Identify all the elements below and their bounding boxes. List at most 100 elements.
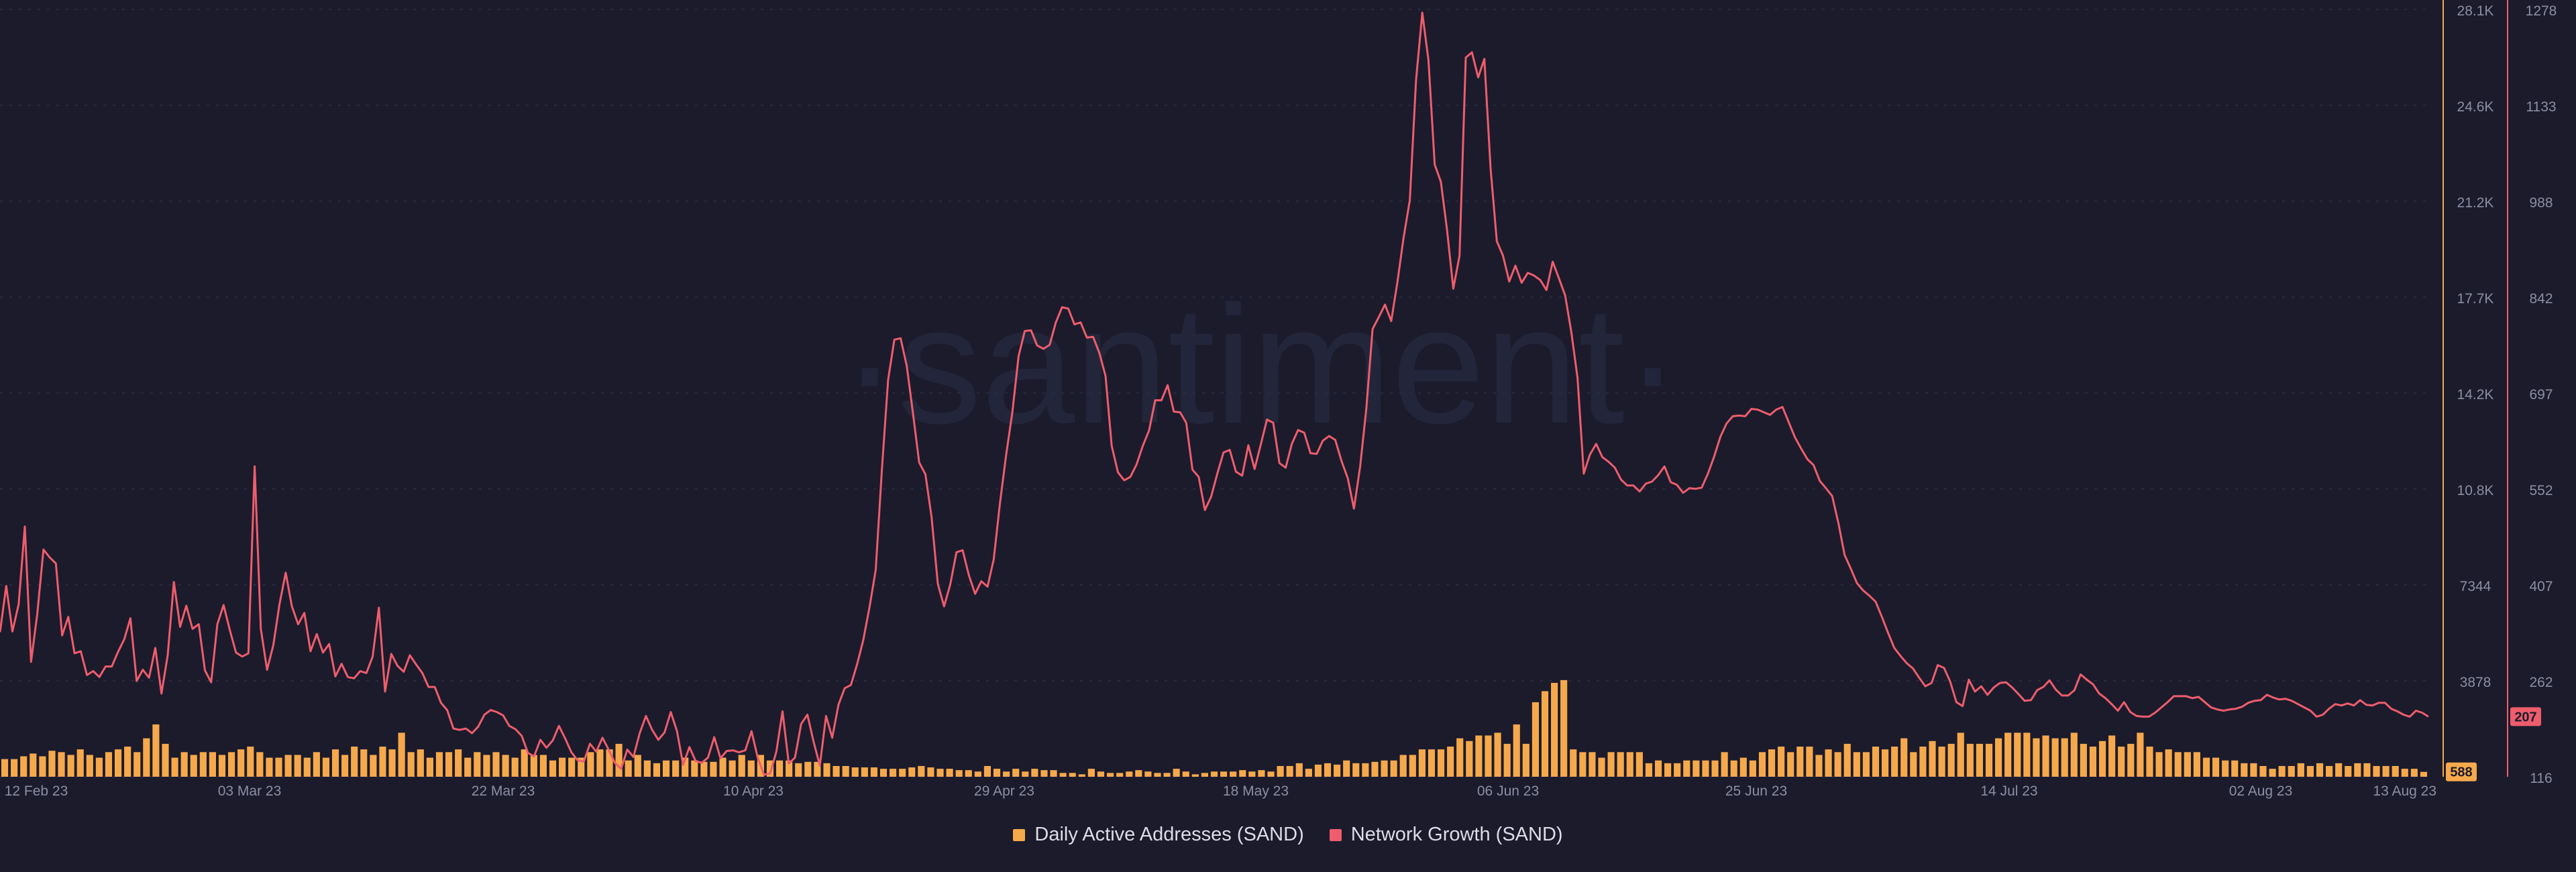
x-axis-tick-label: 13 Aug 23: [2373, 783, 2436, 799]
daily-active-addresses-bar: [1862, 752, 1870, 777]
daily-active-addresses-bar: [861, 767, 868, 777]
daily-active-addresses-bar: [1399, 755, 1407, 777]
right-axis-tick-label: 552: [2529, 483, 2553, 498]
daily-active-addresses-bar: [1957, 732, 1964, 777]
daily-active-addresses-bar: [1825, 749, 1832, 777]
daily-active-addresses-bar: [143, 738, 150, 777]
daily-active-addresses-bar: [20, 756, 28, 777]
left-axis-tick-label: 7344: [2460, 579, 2491, 594]
left-axis-tick-label: 17.7K: [2457, 291, 2494, 307]
daily-active-addresses-bar: [823, 763, 830, 777]
daily-active-addresses-bar: [464, 757, 472, 777]
daily-active-addresses-bar: [1494, 732, 1501, 777]
daily-active-addresses-bar: [351, 747, 358, 777]
axes: 28.1K 24.6K 21.2K 17.7K 14.2K 10.8K 7344 3878 12…: [5, 0, 2557, 799]
daily-active-addresses-bar: [1635, 752, 1643, 777]
daily-active-addresses-bar: [2231, 760, 2239, 777]
legend-item-network-growth[interactable]: Network Growth (SAND): [1329, 824, 1563, 846]
daily-active-addresses-bar: [1210, 771, 1218, 777]
daily-active-addresses-bar: [294, 755, 301, 777]
network-growth-polyline: [0, 11, 2429, 776]
daily-active-addresses-bar: [1872, 747, 1880, 777]
daily-active-addresses-bar: [388, 749, 396, 777]
x-axis-tick-label: 12 Feb 23: [5, 783, 68, 799]
left-axis-tick-label: 24.6K: [2457, 99, 2494, 115]
daily-active-addresses-bar: [502, 755, 509, 777]
daily-active-addresses-bar: [11, 759, 18, 777]
daily-active-addresses-bar: [2373, 765, 2380, 777]
daily-active-addresses-bar: [133, 752, 141, 777]
x-axis-tick-label: 29 Apr 23: [974, 783, 1034, 799]
daily-active-addresses-bar: [1579, 752, 1587, 777]
daily-active-addresses-bar: [539, 755, 547, 777]
daily-active-addresses-bar: [1654, 760, 1662, 777]
daily-active-addresses-bar: [682, 757, 689, 777]
daily-active-addresses-bar: [114, 749, 122, 777]
daily-active-addresses-bar: [2155, 752, 2163, 777]
daily-active-addresses-bar: [2410, 769, 2418, 777]
daily-active-addresses-bar: [2080, 743, 2087, 777]
daily-active-addresses-bar: [1589, 752, 1596, 777]
daily-active-addresses-bar: [965, 770, 972, 777]
daily-active-addresses-bar: [899, 769, 906, 777]
daily-active-addresses-bar: [30, 753, 37, 777]
daily-active-addresses-bar: [1248, 771, 1256, 777]
x-axis-tick-label: 10 Apr 23: [723, 783, 784, 799]
daily-active-addresses-bar: [483, 755, 490, 777]
daily-active-addresses-bar: [1371, 761, 1379, 777]
daily-active-addresses-bar: [1314, 764, 1322, 777]
right-axis-tick-label: 116: [2530, 771, 2552, 786]
daily-active-addresses-bar: [1267, 771, 1275, 777]
daily-active-addresses-bar: [795, 763, 802, 777]
daily-active-addresses-bar: [1513, 724, 1520, 777]
daily-active-addresses-bar: [2070, 732, 2078, 777]
daily-active-addresses-bar: [1976, 743, 1984, 777]
right-axis-tick-label: 697: [2529, 387, 2553, 402]
legend-item-daily-active-addresses[interactable]: Daily Active Addresses (SAND): [1013, 824, 1304, 846]
daily-active-addresses-bar: [237, 749, 245, 777]
daily-active-addresses-bar: [1466, 741, 1473, 777]
daily-active-addresses-bar: [814, 761, 821, 777]
daily-active-addresses-bar: [2146, 747, 2153, 777]
daily-active-addresses-bar: [1758, 752, 1766, 777]
left-axis-tick-label: 10.8K: [2457, 483, 2494, 498]
daily-active-addresses-bar: [1456, 738, 1464, 777]
daily-active-addresses-bar: [662, 760, 670, 777]
x-axis-tick-label: 22 Mar 23: [472, 783, 535, 799]
daily-active-addresses-bar: [1541, 691, 1549, 777]
daily-active-addresses-bar: [890, 769, 897, 777]
daily-active-addresses-bar: [2004, 732, 2012, 777]
daily-active-addresses-bar: [1702, 760, 1709, 777]
daily-active-addresses-bar: [105, 752, 113, 777]
daily-active-addresses-bar: [1418, 749, 1426, 777]
daily-active-addresses-bar: [1834, 752, 1841, 777]
network-growth-last-value: 207: [2514, 710, 2536, 724]
daily-active-addresses-bar: [2354, 763, 2361, 777]
daily-active-addresses-bar: [2345, 765, 2352, 777]
left-axis-tick-label: 14.2K: [2457, 387, 2494, 402]
daily-active-addresses-bar: [1683, 760, 1690, 777]
daily-active-addresses-bar: [643, 760, 651, 777]
daily-active-addresses-bar: [1796, 747, 1804, 777]
daily-active-addresses-bar: [511, 757, 519, 777]
daily-active-addresses-bar: [1891, 747, 1898, 777]
daily-active-addresses-bar: [1664, 763, 1672, 777]
daily-active-addresses-bar: [2326, 765, 2333, 777]
daily-active-addresses-bar: [1522, 743, 1529, 777]
daily-active-addresses-bar: [426, 757, 433, 777]
daily-active-addresses-bar: [729, 760, 736, 777]
daily-active-addresses-bar: [653, 763, 661, 777]
left-axis-tick-label: 3878: [2460, 675, 2491, 690]
daily-active-addresses-bar: [1191, 774, 1199, 777]
daily-active-addresses-bar: [2288, 765, 2295, 777]
daily-active-addresses-bar: [492, 752, 500, 777]
daily-active-addresses-bar: [398, 732, 405, 777]
daily-active-addresses-bar: [993, 769, 1001, 777]
daily-active-addresses-bar: [1437, 749, 1445, 777]
daily-active-addresses-bar: [2269, 769, 2276, 777]
daily-active-addresses-bar: [1768, 749, 1776, 777]
daily-active-addresses-bar: [2014, 732, 2021, 777]
daily-active-addresses-bar: [86, 755, 93, 777]
daily-active-addresses-bar: [2184, 752, 2191, 777]
